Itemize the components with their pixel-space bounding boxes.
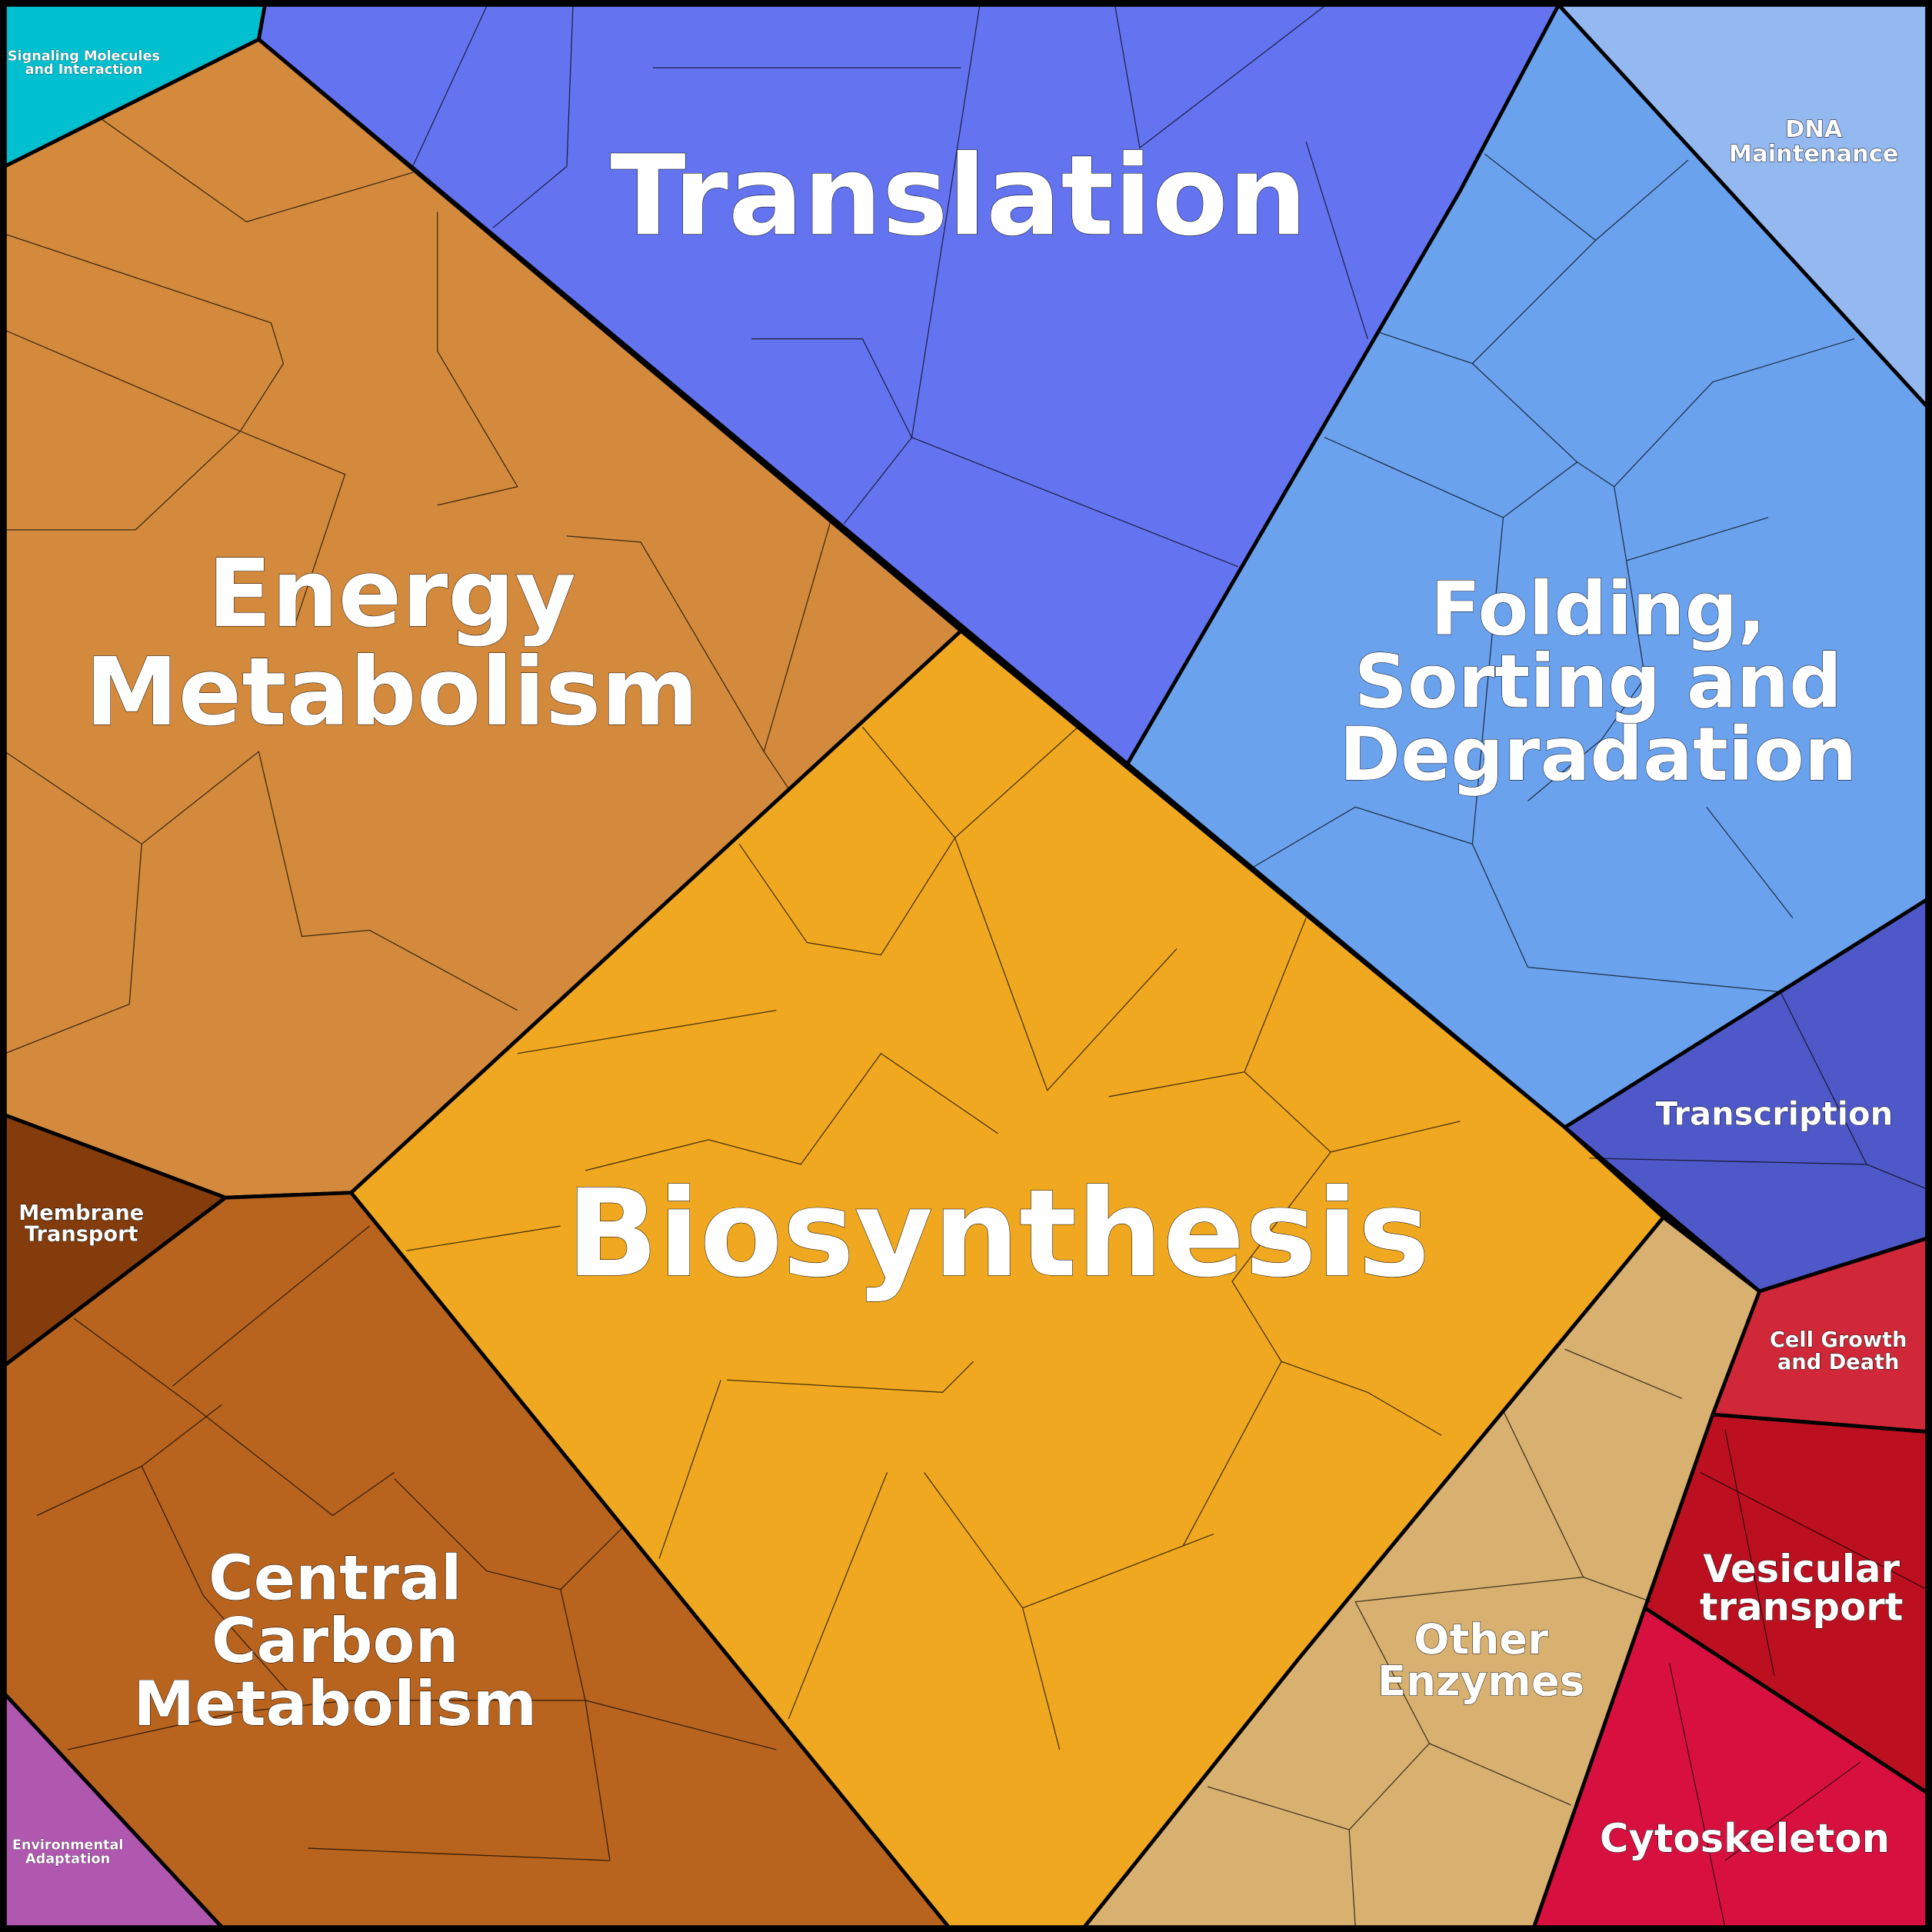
label-line: Carbon [212, 1605, 459, 1677]
label-line: Folding, [1431, 566, 1766, 652]
label-line: Metabolism [85, 638, 699, 747]
signaling-label: Signaling Molecules and Interaction [8, 49, 160, 78]
vesicular-label: Vesicular transport [1700, 1547, 1904, 1630]
label-line: Membrane [18, 1201, 144, 1225]
other-enzymes-label: Other Enzymes [1377, 1614, 1584, 1705]
central-carbon-label: Central Carbon Metabolism [133, 1542, 537, 1739]
translation-label: Translation [610, 132, 1307, 261]
energy-label: Energy Metabolism [85, 539, 699, 747]
cytoskeleton-region [1532, 1606, 1929, 1929]
label-line: Degradation [1339, 711, 1857, 798]
label-line: Other [1414, 1614, 1548, 1664]
folding-label: Folding, Sorting and Degradation [1339, 566, 1857, 798]
label-line: Cytoskeleton [1600, 1816, 1890, 1862]
label-line: Cell Growth [1770, 1328, 1907, 1352]
biosynthesis-label: Biosynthesis [566, 1164, 1430, 1304]
label-line: Transport [25, 1222, 138, 1246]
label-line: Transcription [1656, 1095, 1894, 1133]
cell-lines [5, 5, 1927, 1927]
label-line: Energy [208, 539, 576, 648]
label-line: Adaptation [25, 1851, 110, 1867]
cytoskeleton-label: Cytoskeleton [1600, 1816, 1890, 1862]
cell-growth-label: Cell Growth and Death [1770, 1328, 1907, 1374]
label-line: and Interaction [25, 62, 143, 78]
label-line: Vesicular [1703, 1547, 1900, 1591]
label-line: and Death [1777, 1351, 1900, 1374]
label-line: Maintenance [1729, 141, 1899, 168]
label-line: Central [208, 1542, 461, 1614]
label-line: Metabolism [133, 1668, 537, 1740]
label-line: transport [1700, 1585, 1904, 1630]
label-line: Biosynthesis [566, 1164, 1430, 1304]
dna-label: DNA Maintenance [1729, 116, 1899, 168]
membrane-label: Membrane Transport [18, 1201, 144, 1246]
label-line: Signaling Molecules [8, 49, 160, 65]
label-line: DNA [1785, 116, 1843, 143]
label-line: Enzymes [1377, 1656, 1584, 1705]
label-line: Environmental [12, 1838, 124, 1854]
label-line: Sorting and [1354, 639, 1842, 725]
other-enzymes-region [1082, 1215, 1762, 1929]
label-line: Translation [610, 132, 1307, 261]
environmental-region [3, 1692, 224, 1929]
environmental-label: Environmental Adaptation [12, 1838, 124, 1867]
transcription-label: Transcription [1656, 1095, 1894, 1133]
